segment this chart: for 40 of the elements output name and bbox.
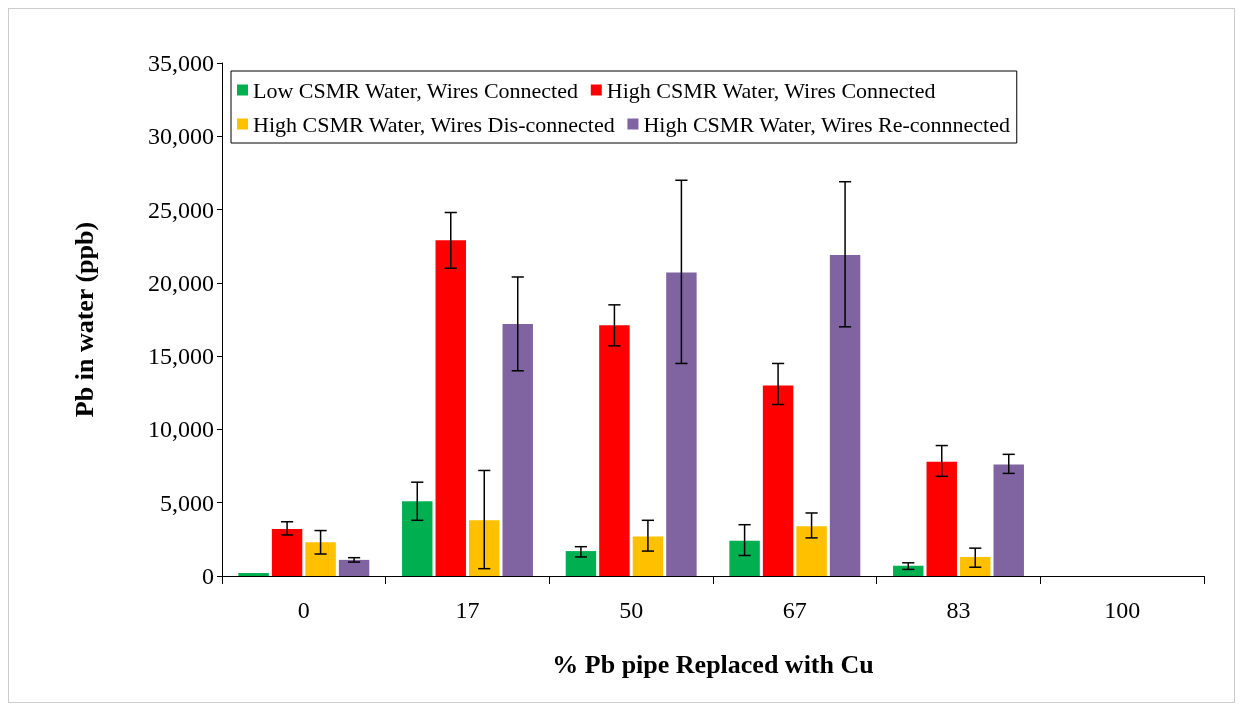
x-tick-label: 17 [455,597,480,623]
bar [469,520,500,576]
legend-label: Low CSMR Water, Wires Connected [253,77,578,103]
bar [796,526,827,576]
x-tick-label: 100 [1104,597,1141,623]
bar [305,542,336,576]
bar [402,501,433,576]
x-tick-label: 83 [946,597,971,623]
y-tick-label: 0 [202,563,214,589]
y-tick-label: 10,000 [148,416,214,443]
x-tick-label: 50 [619,597,644,623]
bar [926,461,957,576]
bar [666,272,697,576]
y-tick-label: 20,000 [148,269,214,296]
bar [238,573,269,576]
bar [632,536,664,576]
x-tick-label: 67 [782,597,807,623]
bar [599,325,630,576]
bar [565,551,597,576]
legend-label: High CSMR Water, Wires Connected [606,77,936,103]
legend-label: High CSMR Water, Wires Dis-connected [253,111,615,137]
bar [435,240,466,576]
y-tick-label: 15,000 [148,343,214,370]
bar [762,385,794,576]
bar [893,565,924,576]
bar [271,529,303,576]
y-tick-label: 30,000 [148,123,214,150]
y-tick-label: 35,000 [148,50,214,76]
x-axis-title: % Pb pipe Replaced with Cu [552,649,874,679]
y-tick-label: 25,000 [148,196,214,223]
x-tick-label: 0 [297,597,310,623]
bar [338,559,370,576]
bar [829,255,861,576]
bar [960,556,991,576]
bar [502,323,533,576]
bar [729,540,760,576]
y-tick-label: 5,000 [160,489,214,516]
legend-label: High CSMR Water, Wires Re-connnected [643,111,1010,137]
y-axis-title: Pb in water (ppb) [69,221,99,418]
bar [993,464,1024,576]
